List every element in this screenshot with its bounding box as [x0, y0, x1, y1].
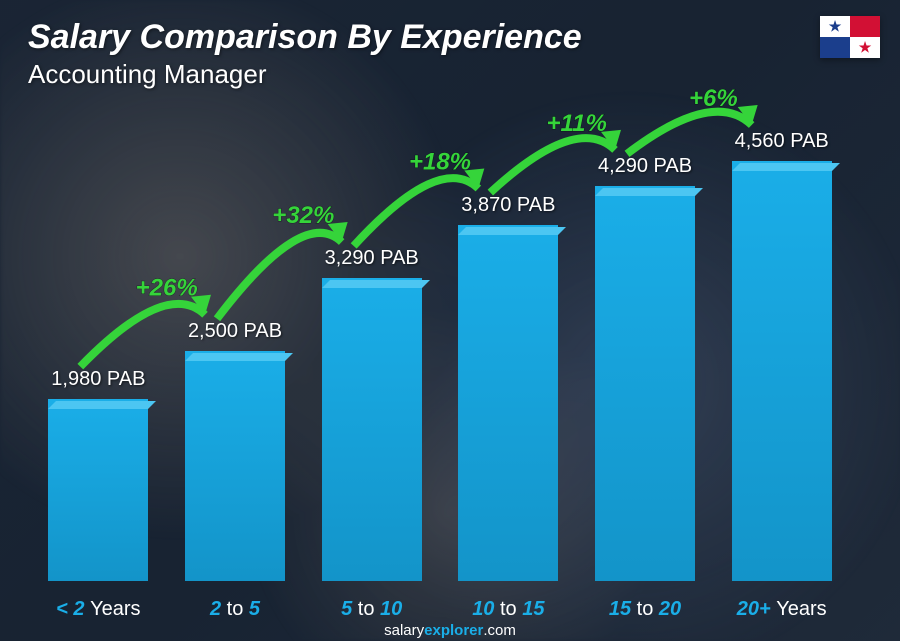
- bar: [48, 399, 148, 581]
- bar-value-label: 1,980 PAB: [51, 368, 145, 391]
- bar-value-label: 4,560 PAB: [735, 130, 829, 153]
- xaxis-label: 10 to 15: [440, 598, 577, 621]
- bar: [458, 225, 558, 581]
- xaxis-label: 15 to 20: [577, 598, 714, 621]
- bar-value-label: 4,290 PAB: [598, 155, 692, 178]
- chart-subtitle: Accounting Manager: [28, 59, 872, 90]
- bar: [185, 351, 285, 581]
- chart-title: Salary Comparison By Experience: [28, 18, 872, 57]
- footer-attribution: salaryexplorer.com: [0, 622, 900, 639]
- bar-value-label: 3,290 PAB: [325, 247, 419, 270]
- bar-value-label: 3,870 PAB: [461, 194, 555, 217]
- xaxis-label: 20+ Years: [713, 598, 850, 621]
- xaxis-label: < 2 Years: [30, 598, 167, 621]
- bar: [732, 161, 832, 581]
- bar-group: 4,290 PAB: [577, 155, 714, 581]
- bar-group: 1,980 PAB: [30, 368, 167, 581]
- bar-value-label: 2,500 PAB: [188, 320, 282, 343]
- xaxis-label: 2 to 5: [167, 598, 304, 621]
- country-flag-icon: ★★: [820, 16, 880, 58]
- bar-chart: 1,980 PAB 2,500 PAB 3,290 PAB 3,870 PAB 4,29…: [30, 111, 850, 581]
- xaxis-label: 5 to 10: [303, 598, 440, 621]
- bar-group: 3,290 PAB: [303, 247, 440, 581]
- bar-group: 4,560 PAB: [713, 130, 850, 581]
- xaxis: < 2 Years2 to 55 to 1010 to 1515 to 2020…: [30, 598, 850, 621]
- chart-header: Salary Comparison By Experience Accounti…: [0, 0, 900, 90]
- bar: [322, 278, 422, 581]
- bar-group: 2,500 PAB: [167, 320, 304, 581]
- bar: [595, 186, 695, 581]
- bar-group: 3,870 PAB: [440, 194, 577, 581]
